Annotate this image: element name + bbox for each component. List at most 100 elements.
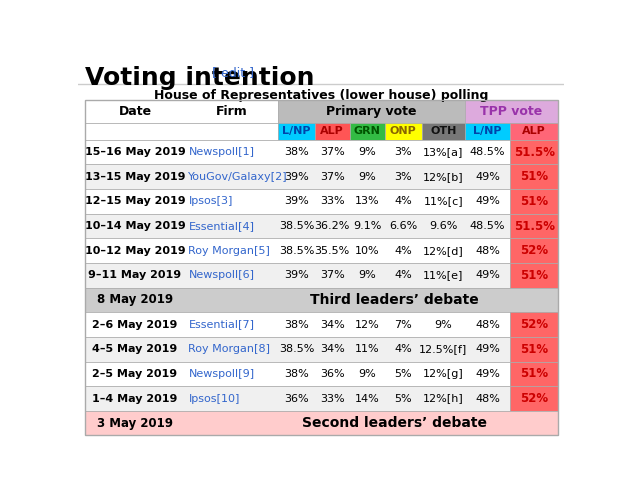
Text: 49%: 49% [475,369,500,379]
Text: 48%: 48% [475,245,500,256]
Text: 12%: 12% [355,320,379,330]
Bar [85,263,510,288]
Text: 38%: 38% [284,147,309,157]
Text: Newspoll[6]: Newspoll[6] [189,270,255,280]
Text: 51%: 51% [520,343,548,356]
Text: 4%: 4% [394,344,412,354]
Text: 9.6%: 9.6% [429,221,458,231]
Text: ALP: ALP [320,127,344,136]
Bar [85,164,510,189]
Text: 9–11 May 2019: 9–11 May 2019 [88,270,181,280]
Text: Essential[4]: Essential[4] [189,221,255,231]
Text: 3%: 3% [394,147,412,157]
Text: 11%: 11% [355,344,379,354]
Bar [85,214,510,238]
Text: 49%: 49% [475,197,500,207]
Text: 2–6 May 2019: 2–6 May 2019 [92,320,177,330]
Text: 12%[d]: 12%[d] [423,245,464,256]
Bar [85,189,510,214]
Text: 2–5 May 2019: 2–5 May 2019 [92,369,177,379]
Text: 39%: 39% [284,197,309,207]
Text: 33%: 33% [320,394,344,404]
Bar [510,214,558,238]
Text: 3 May 2019: 3 May 2019 [97,417,173,429]
Bar [510,140,558,164]
Text: 49%: 49% [475,344,500,354]
Text: 4%: 4% [394,197,412,207]
Text: House of Representatives (lower house) polling: House of Representatives (lower house) p… [154,89,488,102]
Text: 36%: 36% [320,369,344,379]
Text: Roy Morgan[8]: Roy Morgan[8] [189,344,270,354]
Text: 6.6%: 6.6% [389,221,417,231]
Text: Date: Date [119,105,152,118]
Text: ALP: ALP [522,127,546,136]
Bar [422,123,465,140]
Text: 51%: 51% [520,269,548,282]
Text: 51%: 51% [520,195,548,208]
Bar [510,386,558,411]
Text: 13–15 May 2019: 13–15 May 2019 [85,172,185,182]
Text: 5%: 5% [394,394,412,404]
Text: 38.5%: 38.5% [279,344,314,354]
Bar [510,189,558,214]
Bar [350,123,384,140]
Bar [278,100,465,123]
Text: 11%[c]: 11%[c] [424,197,463,207]
Text: L/NP: L/NP [282,127,311,136]
Bar [85,361,510,386]
Text: 12%[g]: 12%[g] [423,369,464,379]
Text: 49%: 49% [475,172,500,182]
Text: 10%: 10% [355,245,379,256]
Text: 12%[h]: 12%[h] [423,394,464,404]
Text: 52%: 52% [520,392,548,405]
Text: Voting intention: Voting intention [85,66,314,90]
Text: 52%: 52% [520,318,548,331]
Text: TPP vote: TPP vote [480,105,543,118]
Text: 51.5%: 51.5% [514,220,554,232]
Text: 4%: 4% [394,245,412,256]
Bar [85,386,510,411]
Text: 9%: 9% [358,172,376,182]
Text: 15–16 May 2019: 15–16 May 2019 [85,147,186,157]
Bar [510,312,558,337]
Text: 48%: 48% [475,394,500,404]
Text: 51%: 51% [520,170,548,183]
Text: 37%: 37% [320,147,345,157]
Text: 12–15 May 2019: 12–15 May 2019 [85,197,185,207]
Text: 37%: 37% [320,172,345,182]
Text: Firm: Firm [216,105,248,118]
Text: 51.5%: 51.5% [514,146,554,159]
Text: Second leaders’ debate: Second leaders’ debate [302,416,487,430]
Text: 4–5 May 2019: 4–5 May 2019 [92,344,177,354]
Bar [510,263,558,288]
Bar [465,100,558,123]
Text: Roy Morgan[5]: Roy Morgan[5] [189,245,270,256]
Text: 39%: 39% [284,270,309,280]
Text: 9%: 9% [358,147,376,157]
Text: 7%: 7% [394,320,412,330]
Text: L/NP: L/NP [473,127,502,136]
Bar [465,123,510,140]
Text: 34%: 34% [320,344,345,354]
Text: [ edit ]: [ edit ] [212,66,254,79]
Text: 37%: 37% [320,270,345,280]
Text: 4%: 4% [394,270,412,280]
Bar [510,164,558,189]
Text: 38%: 38% [284,320,309,330]
Text: 39%: 39% [284,172,309,182]
Bar [85,100,558,435]
Text: 48%: 48% [475,320,500,330]
Text: 34%: 34% [320,320,345,330]
Text: 48.5%: 48.5% [470,221,505,231]
Text: 14%: 14% [355,394,379,404]
Text: ONP: ONP [390,127,416,136]
Text: 38.5%: 38.5% [279,221,314,231]
Text: 52%: 52% [520,244,548,257]
Text: 38%: 38% [284,369,309,379]
Text: 48.5%: 48.5% [470,147,505,157]
Text: Essential[7]: Essential[7] [189,320,255,330]
Bar [278,123,315,140]
Text: YouGov/Galaxy[2]: YouGov/Galaxy[2] [189,172,288,182]
Bar [510,361,558,386]
Bar [85,123,278,140]
